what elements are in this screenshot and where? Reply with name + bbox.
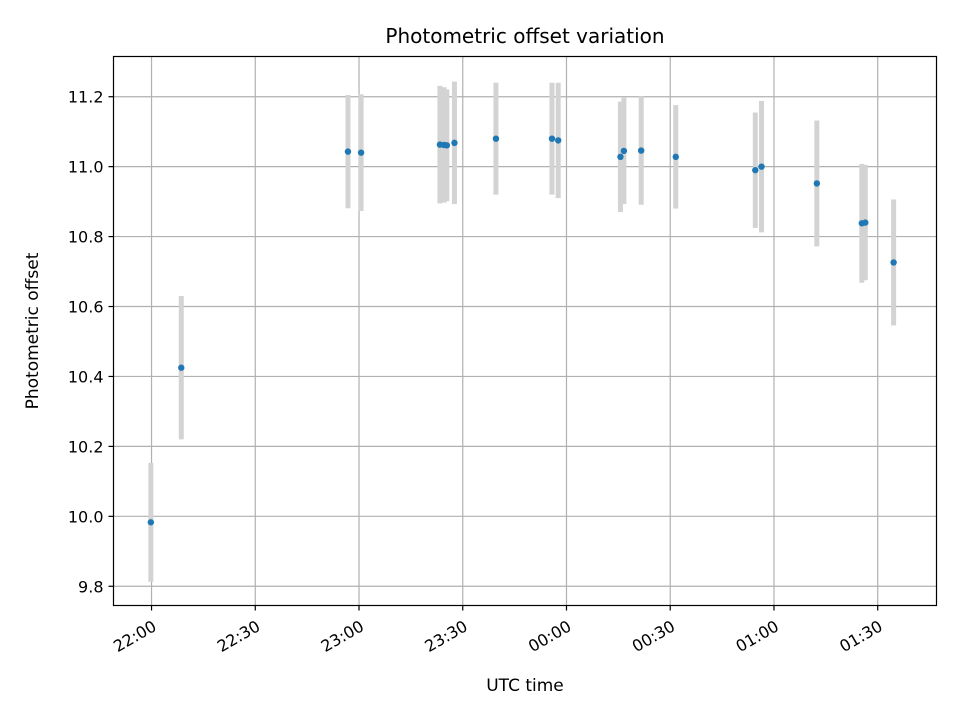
data-point — [890, 259, 897, 266]
plot-area-frame — [112, 55, 938, 607]
data-point — [554, 137, 562, 144]
y-axis-ticks: 9.8 10.0 10.2 10.4 10.6 10.8 11.0 11.2 — [68, 88, 114, 596]
data-point — [344, 148, 352, 155]
data-point — [443, 142, 451, 149]
y-tick-label: 10.0 — [68, 507, 104, 526]
data-point — [752, 166, 759, 174]
data-point — [620, 147, 628, 155]
data-point — [637, 147, 645, 154]
y-tick-label: 10.6 — [68, 298, 104, 317]
x-axis-label: UTC time — [486, 676, 564, 696]
y-tick-label: 9.8 — [78, 577, 103, 596]
y-tick-label: 10.4 — [68, 367, 104, 386]
y-tick-label: 11.2 — [68, 88, 104, 107]
data-point — [617, 153, 624, 161]
data-point — [758, 163, 765, 170]
data-point — [178, 364, 185, 371]
y-tick-label: 10.8 — [68, 228, 104, 247]
data-point — [672, 153, 679, 161]
data-point — [862, 219, 869, 226]
data-point — [451, 139, 458, 147]
y-axis-label: Photometric offset — [23, 252, 43, 409]
y-tick-label: 11.0 — [68, 158, 104, 177]
data-points — [147, 135, 897, 526]
y-tick-label: 10.2 — [68, 437, 104, 456]
data-point — [147, 519, 155, 526]
data-point — [548, 135, 556, 142]
data-point — [492, 135, 500, 142]
data-point — [357, 149, 365, 156]
chart-title: Photometric offset variation — [385, 24, 664, 48]
data-point — [813, 180, 821, 187]
grid-lines — [113, 56, 937, 606]
